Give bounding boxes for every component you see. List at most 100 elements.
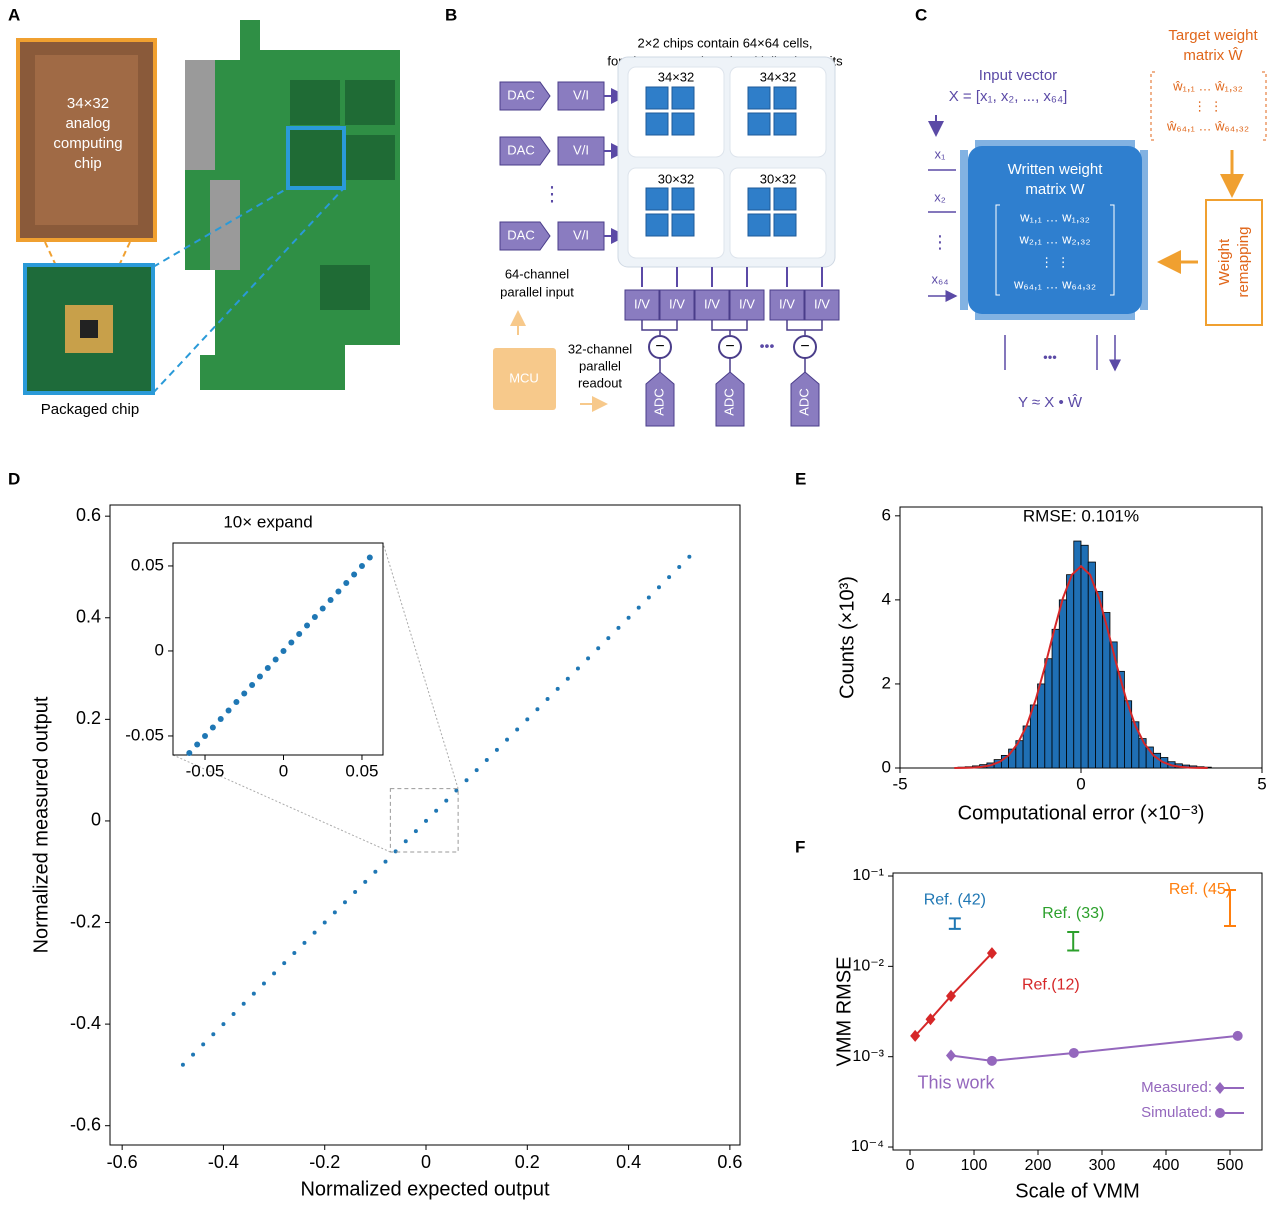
array-label: 34×32 xyxy=(658,69,695,84)
adc-label: ADC xyxy=(721,388,736,415)
arrow xyxy=(1004,335,1115,370)
cell-block xyxy=(671,187,695,211)
point xyxy=(596,646,601,651)
board-chip xyxy=(290,80,340,125)
marker xyxy=(1232,1030,1243,1041)
cell-block xyxy=(671,112,695,136)
adc xyxy=(790,371,820,427)
x-axis-label: Scale of VMM xyxy=(1015,1180,1139,1202)
target-row: ŵ₁,₁ … ŵ₁,₃₂ xyxy=(1172,78,1243,93)
readout-label: parallel xyxy=(579,358,621,373)
cell-block xyxy=(747,112,771,136)
point xyxy=(312,930,317,935)
y-tick-label: 0.6 xyxy=(76,505,101,525)
legend-marker xyxy=(1215,1108,1225,1118)
dac xyxy=(499,81,551,111)
connector xyxy=(659,358,806,372)
bar xyxy=(1080,544,1089,769)
point xyxy=(217,715,224,722)
point xyxy=(191,1052,196,1057)
adc-label: ADC xyxy=(796,388,811,415)
bar xyxy=(1066,574,1075,769)
x-tick-label: 0 xyxy=(1076,774,1085,793)
target-row: ŵ₆₄,₁ … ŵ₆₄,₃₂ xyxy=(1166,118,1249,133)
chip-label: 34×32 xyxy=(67,95,109,112)
point xyxy=(180,1062,185,1067)
point xyxy=(332,910,337,915)
point xyxy=(225,707,232,714)
marker xyxy=(925,1013,936,1026)
point xyxy=(656,585,661,590)
input-name: x₆₄ xyxy=(931,271,948,286)
package-die xyxy=(80,320,98,338)
dac-row: DAC V/I DAC V/I ⋮ DAC V/I xyxy=(499,81,627,251)
x-tick-label: -0.4 xyxy=(208,1152,239,1172)
iv xyxy=(729,289,765,321)
y-tick-label: 0.05 xyxy=(131,555,164,574)
iv xyxy=(694,289,730,321)
point xyxy=(322,920,327,925)
input-name: x₂ xyxy=(934,189,946,204)
point xyxy=(434,808,439,813)
cell-block xyxy=(645,112,669,136)
point xyxy=(241,1001,246,1006)
point xyxy=(280,647,287,654)
x-tick-label: 400 xyxy=(1153,1157,1180,1174)
connector xyxy=(641,320,823,335)
chip-label: computing xyxy=(53,135,122,152)
arrays: 34×32 34×32 30×32 30×32 xyxy=(627,66,827,259)
bar xyxy=(1037,683,1046,769)
input-label: Input vector xyxy=(979,67,1057,84)
point xyxy=(201,1042,206,1047)
point xyxy=(272,656,279,663)
chip-row: w₂,₁ … w₂,₃₂ xyxy=(1018,231,1090,246)
y-tick-label: 0.4 xyxy=(76,607,101,627)
point xyxy=(424,818,429,823)
chip xyxy=(968,146,1142,314)
cell-block xyxy=(645,86,669,110)
y-tick-label: 4 xyxy=(882,589,891,608)
point xyxy=(667,575,672,580)
bar xyxy=(1044,658,1053,769)
iv xyxy=(624,289,660,321)
iv-label: I/V xyxy=(814,296,830,311)
marker xyxy=(910,1029,921,1042)
y-axis-label: Counts (×10³) xyxy=(836,576,858,699)
point xyxy=(525,717,530,722)
vi xyxy=(557,221,605,251)
point xyxy=(342,900,347,905)
point xyxy=(545,697,550,702)
zoom-line xyxy=(152,187,345,394)
point xyxy=(646,595,651,600)
bar xyxy=(1087,561,1096,769)
y-tick-label: 2 xyxy=(882,673,891,692)
iv xyxy=(804,289,840,321)
board-chip xyxy=(345,80,395,125)
iv-row: I/V I/V I/V I/V I/V I/V − − − ••• ADC AD… xyxy=(624,267,840,427)
bar xyxy=(1095,591,1104,769)
input-label: 64-channel xyxy=(505,266,569,281)
point xyxy=(565,676,570,681)
y-tick-label: -0.2 xyxy=(70,911,101,931)
target-label: matrix Ŵ xyxy=(1183,47,1243,64)
point xyxy=(464,778,469,783)
panel-c: C Input vector X = [x₁, x₂, ..., x₆₄] Ta… xyxy=(915,5,1267,411)
point xyxy=(319,605,326,612)
point xyxy=(211,1032,216,1037)
point xyxy=(221,1022,226,1027)
y-tick-label: 0.2 xyxy=(76,708,101,728)
panel-label: C xyxy=(915,5,927,24)
inset-title: 10× expand xyxy=(223,512,312,531)
point xyxy=(335,588,342,595)
point xyxy=(586,656,591,661)
panel-label: A xyxy=(8,5,20,24)
y-tick-label: -0.05 xyxy=(125,725,164,744)
panel-b: B 2×2 chips contain 64×64 cells, forming… xyxy=(445,5,843,427)
zoom-box xyxy=(389,788,459,853)
cell-block xyxy=(747,187,771,211)
chip-label: chip xyxy=(74,155,102,172)
x-tick-label: -0.05 xyxy=(186,761,225,780)
iv xyxy=(659,289,695,321)
point xyxy=(282,961,287,966)
point xyxy=(363,879,368,884)
